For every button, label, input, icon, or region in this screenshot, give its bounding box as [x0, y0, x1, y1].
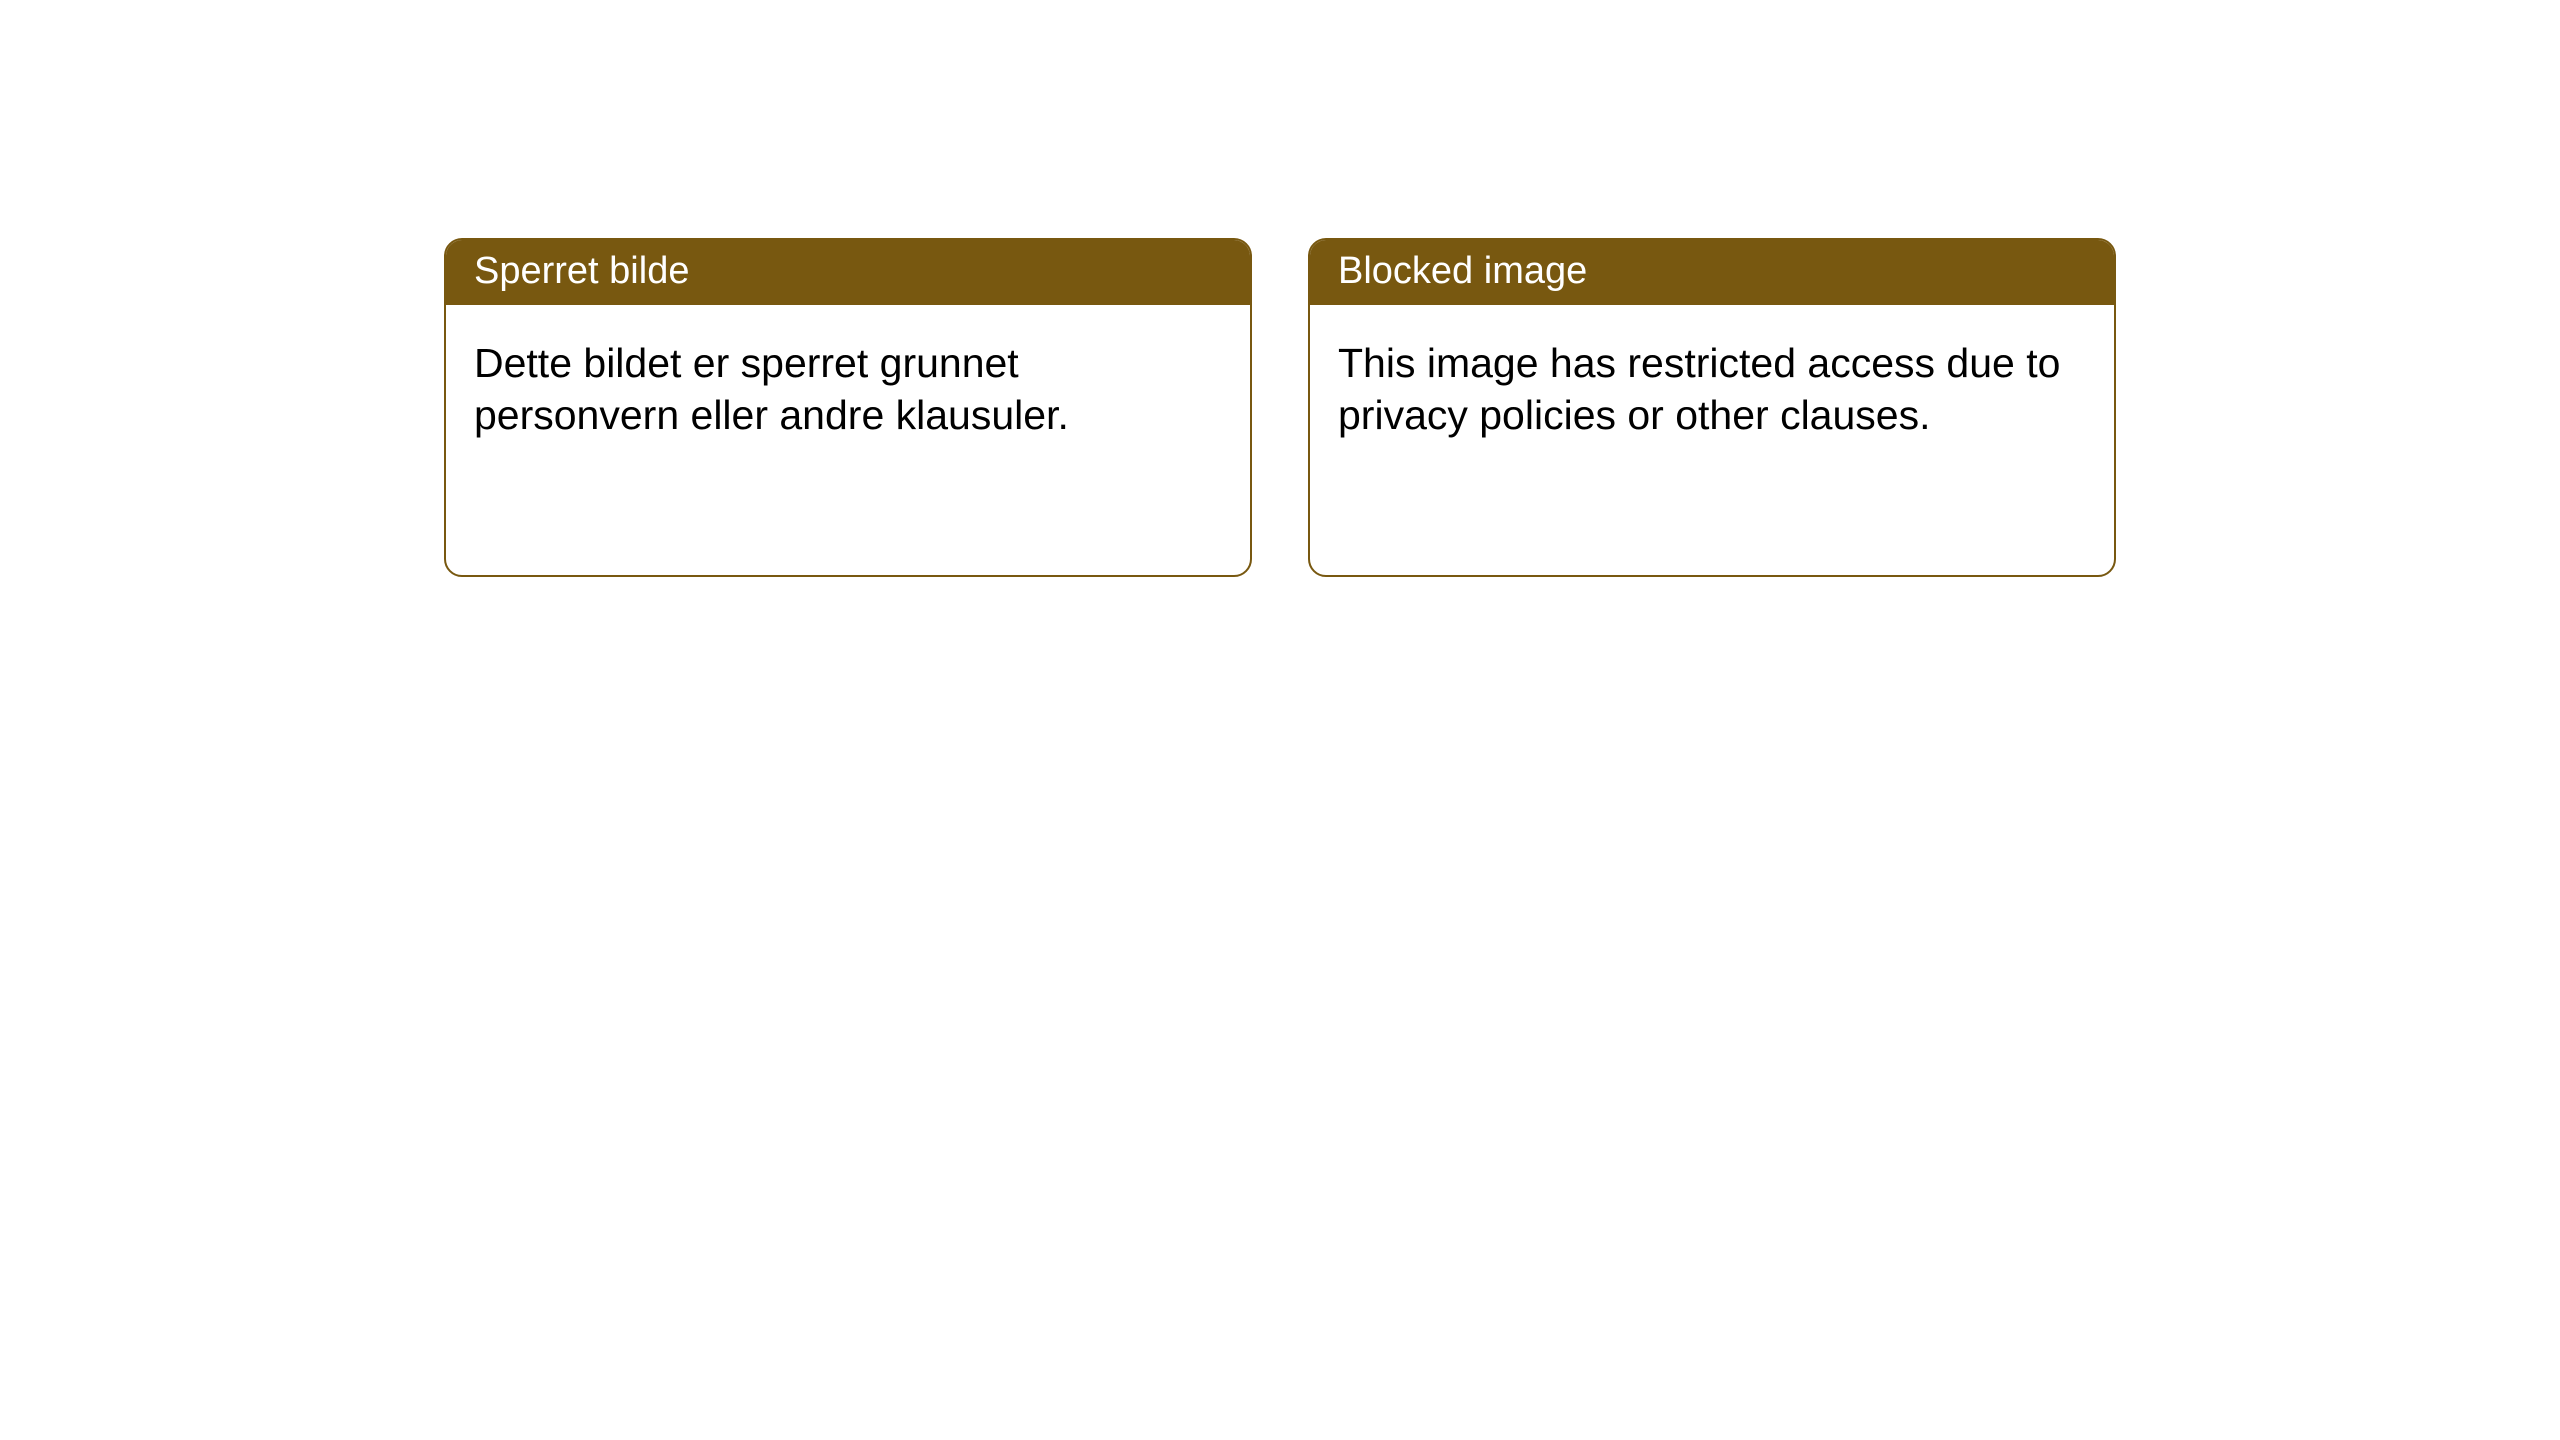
card-header: Sperret bilde [446, 240, 1250, 305]
card-body: This image has restricted access due to … [1310, 305, 2114, 575]
card-header: Blocked image [1310, 240, 2114, 305]
notice-card-english: Blocked image This image has restricted … [1308, 238, 2116, 577]
notice-card-norwegian: Sperret bilde Dette bildet er sperret gr… [444, 238, 1252, 577]
notice-cards-container: Sperret bilde Dette bildet er sperret gr… [0, 0, 2560, 577]
card-body: Dette bildet er sperret grunnet personve… [446, 305, 1250, 575]
